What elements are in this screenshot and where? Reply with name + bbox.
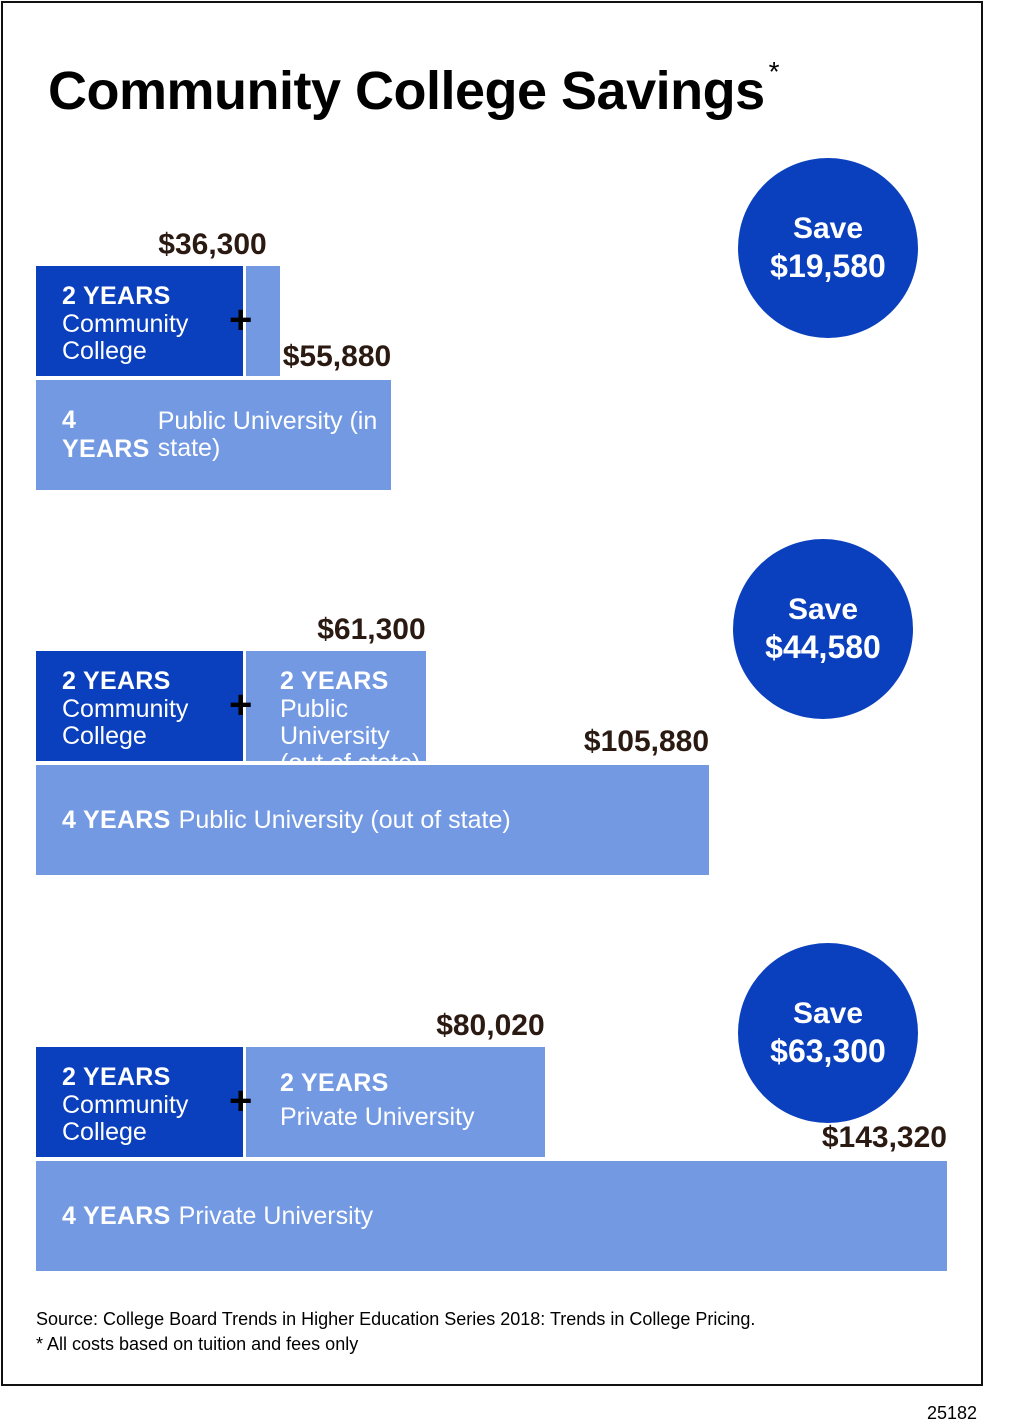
cc-years-label: 2 YEARS bbox=[62, 282, 171, 310]
four-years-label: 4 YEARS bbox=[62, 1201, 171, 1230]
cc-label-line2: College bbox=[62, 722, 147, 750]
combined-cost-label: $61,300 bbox=[317, 613, 426, 646]
source-note: Source: College Board Trends in Higher E… bbox=[36, 1309, 756, 1329]
cc-years-label: 2 YEARS bbox=[62, 1063, 171, 1091]
four-year-label: Public University (in state) bbox=[157, 407, 378, 462]
savings-amount: $63,300 bbox=[770, 1033, 886, 1069]
four-year-cost-label: $143,320 bbox=[821, 1121, 947, 1154]
four-year-cost-label: $55,880 bbox=[282, 340, 392, 373]
community-college-bar: 2 YEARS Community College bbox=[36, 651, 243, 761]
savings-circle: Save $63,300 bbox=[738, 943, 918, 1123]
plus-sign: + bbox=[229, 298, 253, 342]
four-year-bar: 4 YEARS Public University (out of state) bbox=[36, 765, 710, 875]
cc-label-line1: Community bbox=[62, 695, 189, 723]
plus-sign: + bbox=[229, 683, 253, 727]
uni-label-line1: Private University bbox=[280, 1103, 475, 1131]
cc-label-line1: Community bbox=[62, 1091, 189, 1119]
university-segment-bar: 2 YEARS Private University bbox=[246, 1047, 545, 1157]
savings-amount: $44,580 bbox=[765, 629, 881, 665]
combined-cost-label: $80,020 bbox=[436, 1009, 545, 1042]
four-year-label: Private University bbox=[178, 1201, 374, 1230]
cc-years-label: 2 YEARS bbox=[62, 667, 171, 695]
cc-label-line1: Community bbox=[62, 310, 189, 338]
university-segment-bar: 2 YEARS Public University (out of state) bbox=[246, 651, 426, 777]
savings-label: Save bbox=[792, 212, 864, 245]
cc-label-line2: College bbox=[62, 1118, 147, 1146]
chart-frame bbox=[1, 1, 983, 1386]
uni-years-label: 2 YEARS bbox=[280, 667, 389, 695]
savings-label: Save bbox=[787, 593, 859, 626]
savings-label: Save bbox=[792, 997, 864, 1030]
chart-title: Community College Savings * bbox=[48, 56, 780, 121]
four-year-bar: 4 YEARS Private University bbox=[36, 1161, 947, 1271]
four-year-cost-label: $105,880 bbox=[583, 725, 710, 758]
footnote: * All costs based on tuition and fees on… bbox=[36, 1334, 359, 1354]
community-college-bar: 2 YEARS Community College bbox=[36, 266, 243, 376]
uni-years-label: 2 YEARS bbox=[280, 1069, 389, 1097]
four-years-label: 4 YEARS bbox=[62, 805, 171, 834]
uni-label-line1: Public University bbox=[280, 695, 390, 750]
plus-sign: + bbox=[229, 1079, 253, 1123]
cc-label-line2: College bbox=[62, 337, 147, 365]
four-year-bar: 4 YEARS Public University (in state) bbox=[36, 380, 392, 490]
savings-circle: Save $19,580 bbox=[738, 158, 918, 338]
combined-cost-label: $36,300 bbox=[158, 228, 267, 261]
title-asterisk: * bbox=[768, 56, 780, 87]
four-years-label: 4 YEARS bbox=[62, 406, 150, 463]
savings-circle: Save $44,580 bbox=[733, 539, 913, 719]
document-code: 25182 bbox=[926, 1403, 977, 1423]
comparison-group: 2 YEARS Community College 2 YEARS Private Un… bbox=[0, 0, 1029, 1271]
community-college-bar: 2 YEARS Community College bbox=[36, 1047, 243, 1157]
savings-amount: $19,580 bbox=[770, 248, 886, 284]
four-year-label: Public University (out of state) bbox=[178, 805, 511, 834]
